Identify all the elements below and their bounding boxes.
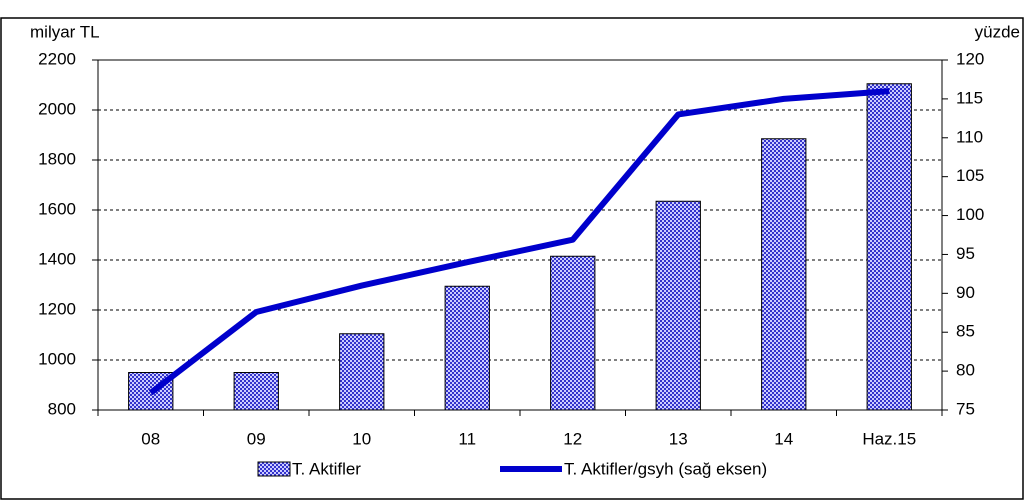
bar <box>339 333 385 411</box>
bar <box>233 372 279 411</box>
bar <box>550 255 596 411</box>
y2-tick-label: 80 <box>956 361 975 380</box>
y2-tick-label: 85 <box>956 322 975 341</box>
x-tick-label: Haz.15 <box>862 429 916 448</box>
x-tick-label: 13 <box>669 429 688 448</box>
x-tick-label: 11 <box>458 429 476 448</box>
y2-tick-label: 75 <box>956 399 975 418</box>
y-tick-label: 800 <box>48 399 76 418</box>
chart-border <box>0 17 1024 500</box>
y2-tick-label: 110 <box>956 127 983 146</box>
x-tick-label: 09 <box>247 429 266 448</box>
y-axis-label: milyar TL <box>30 22 100 41</box>
x-tick-label: 10 <box>352 429 371 448</box>
y-tick-label: 1000 <box>38 349 76 368</box>
y-tick-label: 1400 <box>38 249 76 268</box>
y-tick-label: 1600 <box>38 199 76 218</box>
y2-tick-label: 120 <box>956 49 984 68</box>
y2-axis-label: yüzde <box>975 22 1020 41</box>
plot-frame <box>97 59 943 411</box>
x-tick-label: 08 <box>141 429 160 448</box>
y2-tick-label: 90 <box>956 283 975 302</box>
bar <box>761 138 807 411</box>
x-tick-label: 14 <box>774 429 793 448</box>
legend-label: T. Aktifler <box>292 459 361 478</box>
bar <box>866 83 912 411</box>
y2-tick-label: 95 <box>956 244 975 263</box>
bar <box>655 200 701 411</box>
y-tick-label: 2000 <box>38 99 76 118</box>
y-tick-label: 1200 <box>38 299 76 318</box>
legend-label: T. Aktifler/gsyh (sağ eksen) <box>564 459 767 478</box>
y2-tick-label: 100 <box>956 205 984 224</box>
y-tick-label: 2200 <box>38 49 76 68</box>
y2-tick-label: 105 <box>956 166 984 185</box>
legend-swatch <box>257 461 291 477</box>
line <box>148 88 890 396</box>
bar <box>444 285 490 411</box>
x-tick-label: 12 <box>563 429 582 448</box>
y2-tick-label: 115 <box>956 88 983 107</box>
y-tick-label: 1800 <box>38 149 76 168</box>
